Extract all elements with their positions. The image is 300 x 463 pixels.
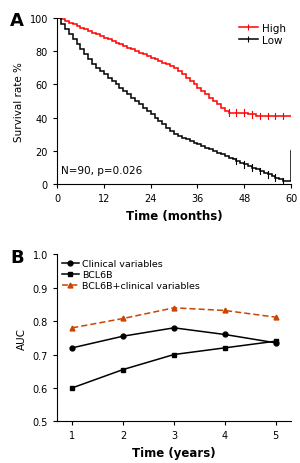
BCL6B <box>70 385 74 391</box>
BCL6B+clinical variables <box>274 315 278 320</box>
Line: BCL6B+clinical variables: BCL6B+clinical variables <box>70 306 278 331</box>
BCL6B+clinical variables <box>70 325 74 331</box>
Text: B: B <box>10 248 24 266</box>
BCL6B <box>274 338 278 344</box>
Legend: Clinical variables, BCL6B, BCL6B+clinical variables: Clinical variables, BCL6B, BCL6B+clinica… <box>62 260 200 290</box>
BCL6B <box>223 345 227 351</box>
BCL6B <box>172 352 176 357</box>
Text: N=90, p=0.026: N=90, p=0.026 <box>61 165 142 175</box>
Line: BCL6B: BCL6B <box>70 339 278 390</box>
Y-axis label: Survival rate %: Survival rate % <box>14 62 24 142</box>
Clinical variables <box>172 325 176 331</box>
BCL6B <box>121 367 125 373</box>
Text: A: A <box>10 12 24 30</box>
Clinical variables <box>223 332 227 338</box>
BCL6B+clinical variables <box>223 308 227 313</box>
Clinical variables <box>274 340 278 346</box>
Y-axis label: AUC: AUC <box>17 327 27 349</box>
BCL6B+clinical variables <box>172 306 176 311</box>
Clinical variables <box>121 334 125 339</box>
BCL6B+clinical variables <box>121 316 125 322</box>
X-axis label: Time (years): Time (years) <box>132 446 216 459</box>
Clinical variables <box>70 345 74 351</box>
X-axis label: Time (months): Time (months) <box>126 209 222 223</box>
Line: Clinical variables: Clinical variables <box>70 325 278 350</box>
Legend: High, Low: High, Low <box>239 24 286 46</box>
